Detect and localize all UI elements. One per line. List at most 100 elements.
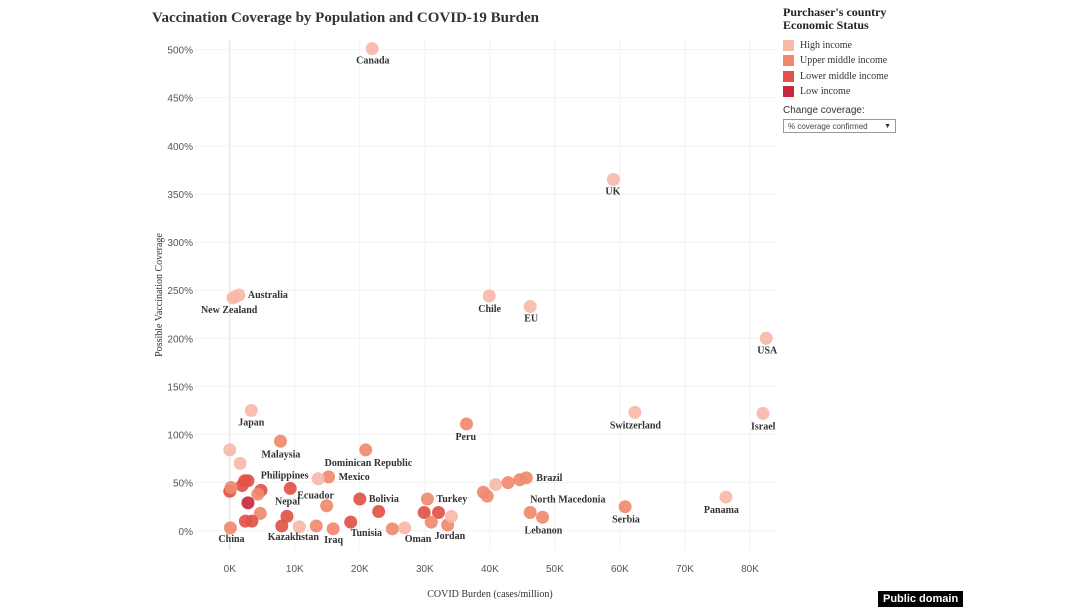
point-label: USA [757, 345, 778, 356]
chart-title: Vaccination Coverage by Population and C… [152, 10, 539, 26]
data-point[interactable] [719, 490, 733, 504]
point-label: Tunisia [351, 528, 382, 539]
point-label: Brazil [536, 473, 562, 484]
data-point[interactable] [344, 515, 358, 529]
data-point[interactable] [283, 481, 297, 495]
data-point[interactable] [353, 492, 367, 506]
legend-label: Upper middle income [800, 55, 888, 67]
data-point[interactable] [228, 290, 242, 304]
public-domain-badge: Public domain [878, 591, 964, 607]
point-label: Iraq [324, 535, 343, 546]
point-label: Dominican Republic [325, 458, 413, 469]
point-label: Israel [751, 421, 776, 432]
x-tick-label: 50K [546, 564, 564, 575]
x-tick-label: 80K [741, 564, 759, 575]
data-point[interactable] [244, 403, 258, 417]
point-label: Mexico [339, 472, 370, 483]
legend-title: Purchaser's country Economic Status [783, 6, 963, 32]
data-point[interactable] [489, 478, 503, 492]
legend-item[interactable]: Lower middle income [783, 69, 963, 84]
data-point[interactable] [482, 289, 496, 303]
y-tick-label: 250% [167, 286, 193, 297]
data-point[interactable] [309, 519, 323, 533]
data-point[interactable] [326, 522, 340, 536]
coverage-dropdown[interactable]: % coverage confirmed ▼ [783, 119, 896, 134]
data-point[interactable] [432, 505, 446, 519]
point-label: EU [524, 314, 538, 325]
data-point[interactable] [618, 500, 632, 514]
data-point[interactable] [519, 471, 533, 485]
data-point[interactable] [536, 510, 550, 524]
y-tick-label: 150% [167, 382, 193, 393]
data-point[interactable] [501, 476, 515, 490]
y-tick-label: 400% [167, 142, 193, 153]
data-point[interactable] [223, 443, 237, 457]
data-point[interactable] [628, 405, 642, 419]
data-point[interactable] [253, 506, 267, 520]
data-point[interactable] [445, 509, 459, 523]
point-label: Malaysia [261, 449, 300, 460]
data-point[interactable] [398, 521, 412, 535]
point-label: Japan [238, 417, 265, 428]
data-point[interactable] [372, 505, 386, 519]
legend-item[interactable]: Upper middle income [783, 53, 963, 68]
data-point[interactable] [233, 456, 247, 470]
legend-swatch [783, 55, 794, 67]
x-tick-label: 0K [224, 564, 237, 575]
point-label: Lebanon [525, 525, 563, 536]
data-point[interactable] [292, 520, 306, 534]
data-point[interactable] [245, 514, 259, 528]
data-point[interactable] [759, 331, 773, 345]
y-tick-label: 100% [167, 431, 193, 442]
x-axis-label: COVID Burden (cases/million) [427, 589, 553, 600]
data-point[interactable] [459, 417, 473, 431]
y-axis-label: Possible Vaccination Coverage [154, 233, 165, 357]
data-point[interactable] [320, 499, 334, 513]
data-point[interactable] [241, 474, 255, 488]
data-point[interactable] [420, 492, 434, 506]
data-point[interactable] [606, 173, 620, 187]
legend-items: High income Upper middle income Lower midd… [783, 38, 963, 99]
data-point[interactable] [251, 487, 265, 501]
point-label: Philippines [261, 471, 309, 482]
y-tick-label: 0% [179, 527, 194, 538]
legend-swatch [783, 86, 794, 98]
point-label: Australia [248, 290, 288, 301]
point-label: UK [605, 187, 620, 198]
data-points [223, 42, 773, 536]
data-point[interactable] [424, 515, 438, 529]
data-point[interactable] [480, 489, 494, 503]
legend-item[interactable]: Low income [783, 84, 963, 99]
data-point[interactable] [385, 522, 399, 536]
y-tick-label: 500% [167, 46, 193, 57]
coverage-dropdown-value: % coverage confirmed [788, 121, 868, 131]
legend-title-line-1: Purchaser's country [783, 5, 887, 19]
data-point[interactable] [224, 480, 238, 494]
data-point[interactable] [273, 434, 287, 448]
data-point[interactable] [359, 443, 373, 457]
data-point[interactable] [241, 496, 255, 510]
legend-item[interactable]: High income [783, 38, 963, 53]
point-label: North Macedonia [530, 494, 605, 505]
point-label: Ecuador [297, 490, 334, 501]
point-label: Switzerland [610, 420, 662, 431]
data-point[interactable] [523, 505, 537, 519]
data-point[interactable] [311, 472, 325, 486]
legend: Purchaser's country Economic Status High… [783, 6, 963, 134]
point-label: Bolivia [369, 494, 399, 505]
data-point[interactable] [523, 300, 537, 314]
x-tick-label: 40K [481, 564, 499, 575]
point-label: Canada [356, 56, 389, 67]
data-point[interactable] [223, 521, 237, 535]
legend-swatch [783, 70, 794, 82]
data-point[interactable] [365, 42, 379, 56]
legend-swatch [783, 40, 794, 52]
data-point[interactable] [756, 406, 770, 420]
data-point[interactable] [417, 505, 431, 519]
data-point[interactable] [280, 509, 294, 523]
x-tick-label: 10K [286, 564, 304, 575]
x-tick-label: 20K [351, 564, 369, 575]
data-point[interactable] [275, 519, 289, 533]
point-label: Panama [704, 505, 739, 516]
data-point[interactable] [322, 470, 336, 484]
